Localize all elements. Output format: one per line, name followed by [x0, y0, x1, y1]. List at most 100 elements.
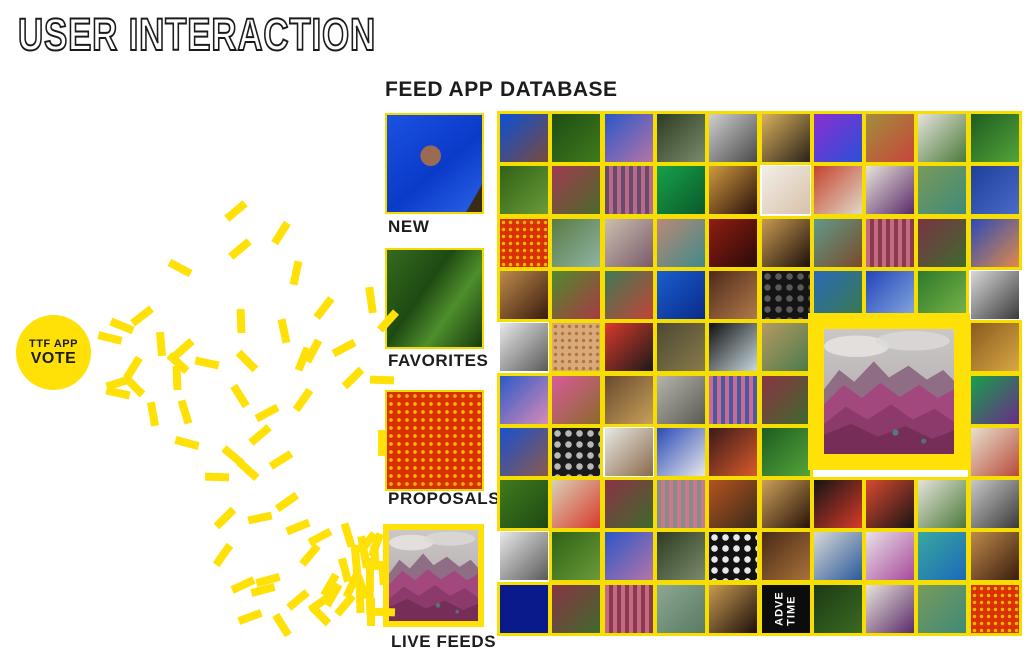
db-thumbnail[interactable]	[759, 425, 813, 479]
db-thumbnail[interactable]	[602, 477, 656, 531]
db-thumbnail[interactable]	[863, 477, 917, 531]
db-thumbnail[interactable]	[863, 582, 917, 636]
db-thumbnail[interactable]	[706, 582, 760, 636]
db-thumbnail[interactable]	[654, 320, 708, 374]
db-thumbnail[interactable]	[654, 425, 708, 479]
db-thumbnail[interactable]	[915, 582, 969, 636]
db-thumbnail[interactable]	[811, 216, 865, 270]
db-thumbnail[interactable]	[915, 111, 969, 165]
db-thumbnail[interactable]	[654, 582, 708, 636]
db-thumbnail[interactable]	[497, 373, 551, 427]
db-thumbnail[interactable]	[968, 477, 1022, 531]
db-thumbnail[interactable]	[968, 373, 1022, 427]
db-thumbnail[interactable]	[968, 163, 1022, 217]
db-thumbnail[interactable]	[706, 425, 760, 479]
vote-dash	[224, 200, 248, 222]
feed-thumbnail-proposals[interactable]	[385, 390, 484, 491]
db-thumbnail[interactable]	[811, 163, 865, 217]
db-thumbnail[interactable]	[549, 529, 603, 583]
db-thumbnail[interactable]	[915, 268, 969, 322]
db-thumbnail[interactable]	[863, 111, 917, 165]
db-thumbnail[interactable]	[759, 268, 813, 322]
db-thumbnail[interactable]	[811, 477, 865, 531]
db-thumbnail[interactable]	[863, 216, 917, 270]
db-thumbnail[interactable]	[500, 532, 548, 580]
db-thumbnail[interactable]	[549, 373, 603, 427]
db-thumbnail[interactable]	[968, 529, 1022, 583]
db-thumbnail[interactable]	[915, 216, 969, 270]
db-thumbnail[interactable]	[863, 529, 917, 583]
db-thumbnail[interactable]	[654, 477, 708, 531]
db-thumbnail[interactable]	[759, 111, 813, 165]
db-thumbnail[interactable]	[602, 582, 656, 636]
vote-dash	[286, 589, 310, 611]
feed-thumbnail-favorites[interactable]	[385, 248, 484, 349]
db-thumbnail[interactable]	[602, 320, 656, 374]
db-thumbnail[interactable]	[497, 477, 551, 531]
db-thumbnail[interactable]	[759, 529, 813, 583]
db-thumbnail[interactable]	[602, 268, 656, 322]
db-thumbnail[interactable]	[549, 425, 603, 479]
db-thumbnail[interactable]	[654, 373, 708, 427]
db-thumbnail[interactable]: ADVE TIME	[759, 582, 813, 636]
db-thumbnail[interactable]	[706, 163, 760, 217]
db-thumbnail[interactable]	[549, 163, 603, 217]
db-thumbnail[interactable]	[762, 166, 810, 214]
db-thumbnail[interactable]	[811, 529, 865, 583]
db-thumbnail[interactable]	[654, 163, 708, 217]
db-thumbnail[interactable]	[759, 216, 813, 270]
db-thumbnail[interactable]	[968, 582, 1022, 636]
db-thumbnail[interactable]	[497, 216, 551, 270]
db-thumbnail[interactable]	[500, 323, 548, 371]
db-thumbnail[interactable]	[706, 111, 760, 165]
db-thumbnail[interactable]	[706, 373, 760, 427]
db-thumbnail[interactable]	[602, 111, 656, 165]
db-thumbnail[interactable]	[654, 111, 708, 165]
db-thumbnail[interactable]	[602, 373, 656, 427]
db-thumbnail[interactable]	[811, 111, 865, 165]
db-thumbnail[interactable]	[549, 320, 603, 374]
db-thumbnail[interactable]	[759, 320, 813, 374]
vote-dash	[313, 296, 335, 320]
db-thumbnail[interactable]	[602, 216, 656, 270]
db-thumbnail[interactable]	[602, 529, 656, 583]
db-thumbnail[interactable]	[968, 425, 1022, 479]
db-thumbnail[interactable]	[497, 163, 551, 217]
db-thumbnail[interactable]	[706, 477, 760, 531]
db-thumbnail[interactable]	[706, 320, 760, 374]
db-thumbnail[interactable]	[811, 582, 865, 636]
db-thumbnail[interactable]	[602, 163, 656, 217]
db-thumbnail[interactable]	[863, 163, 917, 217]
db-thumbnail[interactable]	[654, 529, 708, 583]
db-thumbnail[interactable]	[549, 268, 603, 322]
db-thumbnail[interactable]	[968, 216, 1022, 270]
db-thumbnail[interactable]	[605, 428, 653, 476]
db-thumbnail[interactable]	[968, 320, 1022, 374]
db-thumbnail[interactable]	[968, 111, 1022, 165]
db-thumbnail[interactable]	[549, 582, 603, 636]
db-thumbnail[interactable]	[654, 216, 708, 270]
db-thumbnail[interactable]	[971, 271, 1019, 319]
db-thumbnail[interactable]	[549, 216, 603, 270]
db-thumbnail[interactable]	[549, 111, 603, 165]
db-thumbnail[interactable]	[863, 268, 917, 322]
db-thumbnail[interactable]	[759, 373, 813, 427]
feed-thumbnail-live-feeds[interactable]	[383, 524, 484, 627]
db-thumbnail[interactable]	[915, 163, 969, 217]
db-thumbnail[interactable]	[915, 529, 969, 583]
db-thumbnail[interactable]	[654, 268, 708, 322]
db-thumbnail[interactable]	[706, 216, 760, 270]
db-thumbnail[interactable]	[706, 529, 760, 583]
db-thumbnail[interactable]	[497, 425, 551, 479]
db-thumbnail[interactable]	[811, 268, 865, 322]
db-thumbnail[interactable]	[759, 477, 813, 531]
db-selected-image[interactable]	[808, 313, 970, 470]
db-thumbnail[interactable]	[497, 111, 551, 165]
feed-thumbnail-new[interactable]	[385, 113, 484, 214]
ttf-app-vote-button[interactable]: TTF APP VOTE	[16, 315, 91, 390]
db-thumbnail[interactable]	[497, 582, 551, 636]
db-thumbnail[interactable]	[497, 268, 551, 322]
db-thumbnail[interactable]	[706, 268, 760, 322]
db-thumbnail[interactable]	[549, 477, 603, 531]
db-thumbnail[interactable]	[915, 477, 969, 531]
